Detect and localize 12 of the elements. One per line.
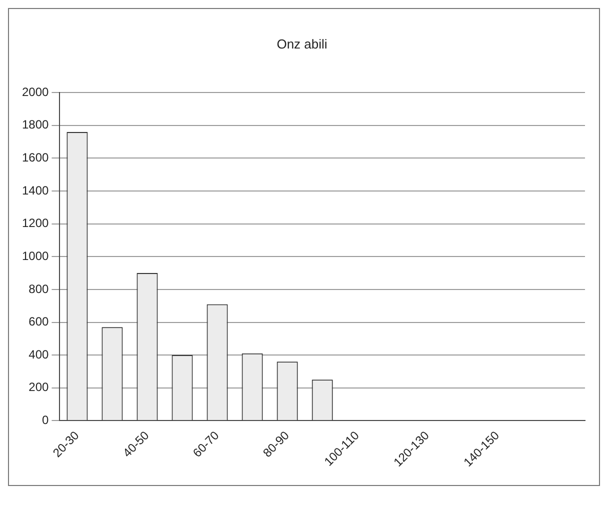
y-tick-label: 1600: [22, 150, 50, 165]
y-tick-label: 1200: [22, 216, 50, 230]
y-tick-label: 1000: [22, 248, 50, 263]
y-tick-label: 1400: [22, 183, 50, 198]
chart-title: Onz abili: [276, 36, 328, 52]
y-tick-label: 2000: [22, 84, 50, 99]
y-tick-label: 400: [28, 347, 50, 362]
y-tick-label: 600: [28, 314, 50, 329]
y-tick-label: 1800: [22, 118, 50, 132]
y-tick-label: 200: [28, 380, 50, 394]
y-tick-label: 800: [28, 282, 50, 296]
y-tick-label: 0: [42, 412, 50, 427]
